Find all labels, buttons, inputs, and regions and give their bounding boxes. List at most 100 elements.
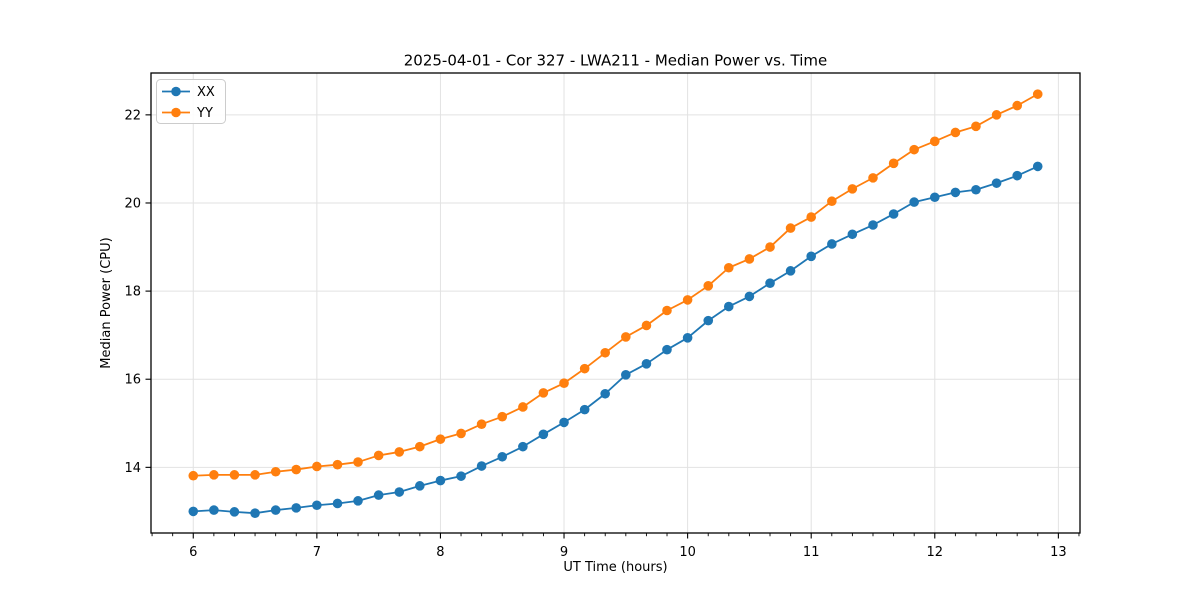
data-point bbox=[229, 507, 240, 517]
data-point bbox=[806, 212, 816, 222]
data-point bbox=[579, 363, 590, 374]
data-point bbox=[971, 121, 981, 132]
data-point bbox=[415, 481, 425, 491]
data-point bbox=[394, 447, 405, 457]
data-point bbox=[703, 281, 714, 291]
data-point bbox=[929, 136, 940, 147]
data-point bbox=[415, 441, 425, 452]
data-point bbox=[332, 498, 343, 509]
tick-label-y: 18 bbox=[124, 285, 141, 300]
series-xx bbox=[188, 161, 1043, 518]
data-point bbox=[806, 251, 816, 262]
tick-label-x: 8 bbox=[436, 545, 444, 560]
legend-label-xx: XX bbox=[197, 85, 215, 100]
data-point bbox=[373, 490, 384, 500]
data-point bbox=[456, 471, 466, 481]
data-point bbox=[723, 301, 734, 312]
data-point bbox=[785, 266, 796, 276]
data-point bbox=[435, 475, 446, 486]
data-point bbox=[1012, 170, 1023, 181]
data-point bbox=[312, 500, 322, 511]
data-point bbox=[682, 295, 693, 305]
tick-label-y: 14 bbox=[124, 461, 141, 476]
tick-label-x: 11 bbox=[803, 545, 820, 560]
data-point bbox=[270, 505, 281, 515]
y-axis-label: Median Power (CPU) bbox=[99, 237, 114, 368]
data-point bbox=[518, 402, 528, 412]
data-point bbox=[621, 332, 631, 342]
legend: XX YY bbox=[156, 79, 226, 124]
data-point bbox=[991, 178, 1002, 188]
data-point bbox=[476, 461, 487, 471]
data-point bbox=[291, 464, 302, 475]
data-point bbox=[744, 254, 755, 264]
data-point bbox=[909, 144, 919, 155]
data-point bbox=[579, 404, 590, 415]
tick-label-y: 20 bbox=[124, 196, 141, 211]
tick-label-x: 13 bbox=[1050, 545, 1067, 560]
data-point bbox=[518, 441, 528, 452]
tick-label-x: 6 bbox=[189, 545, 197, 560]
data-point bbox=[250, 508, 260, 518]
data-point bbox=[188, 506, 199, 517]
data-point bbox=[332, 459, 343, 470]
data-point bbox=[373, 450, 384, 461]
data-point bbox=[621, 370, 631, 380]
data-point bbox=[827, 239, 837, 249]
tick-label-y: 16 bbox=[124, 373, 141, 388]
data-point bbox=[559, 417, 569, 428]
data-point bbox=[744, 291, 755, 302]
data-point bbox=[929, 192, 940, 203]
tick-label-x: 7 bbox=[313, 545, 321, 560]
data-point bbox=[847, 229, 858, 240]
data-point bbox=[662, 344, 672, 355]
tick-label-y: 22 bbox=[124, 108, 141, 123]
data-point bbox=[723, 262, 734, 273]
data-point bbox=[682, 333, 693, 343]
data-point bbox=[209, 470, 219, 480]
data-point bbox=[250, 470, 260, 480]
legend-box bbox=[156, 79, 226, 124]
data-point bbox=[476, 419, 487, 429]
tick-label-x: 12 bbox=[927, 545, 944, 560]
data-point bbox=[600, 388, 610, 399]
data-point bbox=[209, 505, 219, 515]
tick-label-x: 9 bbox=[560, 545, 568, 560]
data-point bbox=[456, 428, 466, 439]
series-yy bbox=[188, 89, 1043, 481]
data-point bbox=[312, 461, 322, 472]
data-point bbox=[950, 187, 961, 198]
grid-layer bbox=[151, 73, 1080, 533]
data-point bbox=[785, 223, 796, 233]
data-point bbox=[888, 209, 899, 219]
data-point bbox=[538, 429, 549, 440]
data-point bbox=[353, 457, 363, 467]
x-axis-label: UT Time (hours) bbox=[563, 560, 667, 575]
data-point bbox=[291, 503, 302, 513]
data-point bbox=[600, 347, 610, 358]
data-point bbox=[868, 173, 878, 183]
data-point bbox=[827, 196, 837, 207]
series-layer bbox=[188, 89, 1043, 518]
data-point bbox=[991, 110, 1002, 120]
data-point bbox=[971, 184, 981, 195]
data-point bbox=[1032, 89, 1043, 99]
chart-title: 2025-04-01 - Cor 327 - LWA211 - Median P… bbox=[404, 52, 828, 70]
axes-frame bbox=[150, 72, 1081, 534]
data-point bbox=[950, 127, 961, 138]
data-point bbox=[703, 315, 714, 326]
legend-sample-xx-marker bbox=[171, 86, 181, 97]
data-point bbox=[559, 378, 569, 388]
data-point bbox=[765, 242, 775, 252]
data-point bbox=[497, 411, 508, 422]
data-point bbox=[538, 388, 549, 398]
data-point bbox=[662, 305, 672, 316]
data-point bbox=[497, 451, 508, 462]
data-point bbox=[641, 359, 652, 369]
data-point bbox=[847, 184, 858, 194]
data-point bbox=[394, 487, 405, 497]
data-point bbox=[188, 470, 199, 481]
data-point bbox=[1012, 100, 1023, 111]
series-xx-line bbox=[193, 165, 1039, 515]
axes-layer: 6 7 8 9 10 11 12 13 14 16 18 20 22 bbox=[124, 72, 1081, 560]
